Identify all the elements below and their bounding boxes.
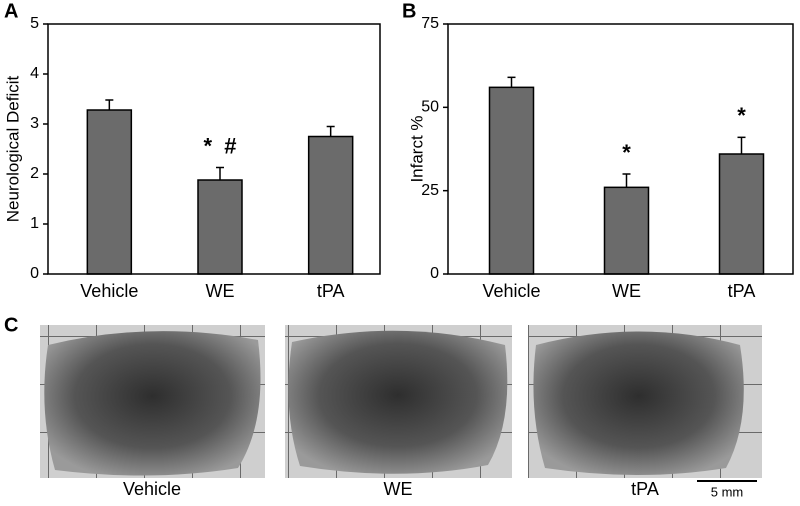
x-tick-label: tPA [728,281,756,301]
y-tick-label: 0 [30,265,39,282]
y-tick-label: 4 [30,65,39,82]
plot-frame [47,23,381,275]
panel-label: A [4,0,18,22]
y-tick-label: 2 [30,165,39,182]
bar [718,153,765,275]
y-tick-label: 5 [30,15,39,32]
y-tick-label: 25 [421,182,439,199]
x-tick-label: WE [612,281,641,301]
significance-marker: * [622,140,631,165]
y-tick-label: 3 [30,115,39,132]
x-tick-label: WE [206,281,235,301]
brain-images [40,325,762,478]
x-tick-label: Vehicle [482,281,540,301]
y-tick-label: 0 [430,265,439,282]
y-tick-label: 50 [421,99,439,116]
brain-slice [44,331,261,476]
panel-label: B [402,0,416,22]
y-tick-label: 1 [30,215,39,232]
y-axis-label: Infarct % [407,115,426,182]
bar [488,86,535,275]
x-tick-label: Vehicle [80,281,138,301]
x-tick-label: tPA [317,281,345,301]
bar [197,179,243,275]
scale-bar-label: 5 mm [711,484,744,499]
bar [307,135,354,275]
brain-slice [288,330,508,474]
panel-label: C [4,314,18,336]
y-axis-label: Neurological Deficit [3,75,22,222]
significance-marker: * # [203,133,236,158]
bar [603,186,650,275]
bar [86,109,133,275]
y-tick-label: 75 [421,15,439,32]
image-label: Vehicle [123,479,181,499]
image-label: tPA [631,479,659,499]
brain-slice [533,331,744,475]
plot-frame [447,23,794,275]
significance-marker: * [737,103,746,128]
image-label: WE [384,479,413,499]
